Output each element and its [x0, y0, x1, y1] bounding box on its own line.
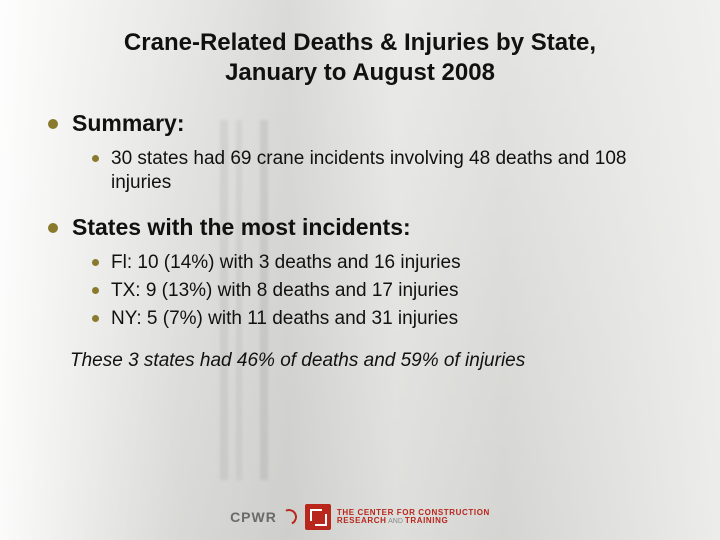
footnote: These 3 states had 46% of deaths and 59%… — [70, 350, 672, 372]
section-heading: Summary: — [72, 110, 184, 137]
section-heading: States with the most incidents: — [72, 214, 411, 241]
footer-logos: CPWR THE CENTER FOR CONSTRUCTION RESEARC… — [0, 504, 720, 530]
section-top-states: States with the most incidents: Fl: 10 (… — [48, 214, 672, 332]
item-text: TX: 9 (13%) with 8 deaths and 17 injurie… — [111, 279, 458, 303]
sub-list: Fl: 10 (14%) with 3 deaths and 16 injuri… — [92, 251, 672, 332]
center-line2b: TRAINING — [405, 516, 448, 525]
center-text: THE CENTER FOR CONSTRUCTION RESEARCH AND… — [337, 509, 490, 526]
list-item: 30 states had 69 crane incidents involvi… — [92, 147, 672, 196]
bullet-icon — [92, 287, 99, 294]
bullet-icon — [48, 223, 58, 233]
center-line2: RESEARCH AND TRAINING — [337, 517, 490, 525]
center-line2-and: AND — [387, 518, 405, 525]
bullet-icon — [92, 155, 99, 162]
cpwr-text: CPWR — [230, 509, 277, 525]
center-logo: THE CENTER FOR CONSTRUCTION RESEARCH AND… — [305, 504, 490, 530]
item-text: Fl: 10 (14%) with 3 deaths and 16 injuri… — [111, 251, 461, 275]
content-list: Summary: 30 states had 69 crane incident… — [48, 110, 672, 332]
item-text: 30 states had 69 crane incidents involvi… — [111, 147, 672, 196]
cpwr-logo: CPWR — [230, 509, 297, 525]
section-summary: Summary: 30 states had 69 crane incident… — [48, 110, 672, 196]
title-line-2: January to August 2008 — [48, 58, 672, 88]
bullet-icon — [92, 259, 99, 266]
center-mark-icon — [305, 504, 331, 530]
item-text: NY: 5 (7%) with 11 deaths and 31 injurie… — [111, 307, 458, 331]
list-item: NY: 5 (7%) with 11 deaths and 31 injurie… — [92, 307, 672, 331]
list-item: Fl: 10 (14%) with 3 deaths and 16 injuri… — [92, 251, 672, 275]
title-line-1: Crane-Related Deaths & Injuries by State… — [48, 28, 672, 58]
list-item: TX: 9 (13%) with 8 deaths and 17 injurie… — [92, 279, 672, 303]
bullet-icon — [48, 119, 58, 129]
sub-list: 30 states had 69 crane incidents involvi… — [92, 147, 672, 196]
slide: Crane-Related Deaths & Injuries by State… — [0, 0, 720, 540]
bullet-icon — [92, 315, 99, 322]
slide-title: Crane-Related Deaths & Injuries by State… — [48, 28, 672, 88]
center-line2a: RESEARCH — [337, 516, 387, 525]
swoosh-icon — [281, 509, 297, 525]
